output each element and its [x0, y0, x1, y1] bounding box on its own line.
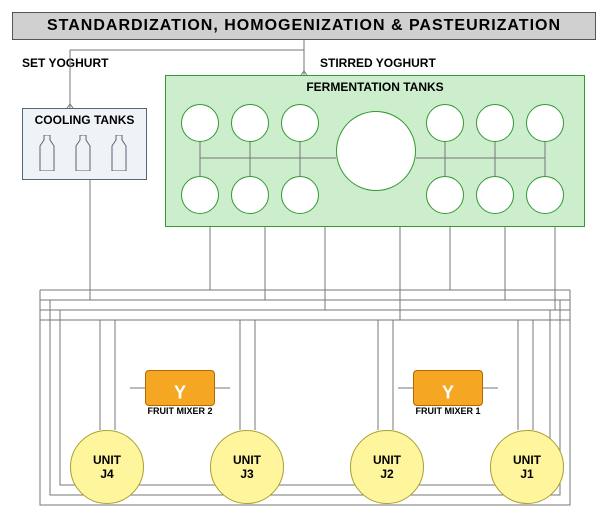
tank-circle: [426, 176, 464, 214]
mixer-icon: Y: [413, 370, 483, 406]
unit-j3: UNIT J3: [210, 430, 284, 504]
mixer-icon: Y: [145, 370, 215, 406]
bottle-icon: [37, 135, 57, 171]
tank-circle: [231, 176, 269, 214]
fruit-mixer-2: Y FRUIT MIXER 2: [145, 370, 215, 416]
unit-id: J3: [240, 467, 253, 481]
unit-id: J2: [380, 467, 393, 481]
tank-circle: [231, 104, 269, 142]
tank-circle: [476, 104, 514, 142]
mixer-label: FRUIT MIXER 2: [145, 406, 215, 416]
tank-circle: [526, 176, 564, 214]
impeller-icon: Y: [174, 383, 186, 404]
fruit-mixer-1: Y FRUIT MIXER 1: [413, 370, 483, 416]
cooling-tanks-box: COOLING TANKS: [22, 108, 147, 180]
tank-circle: [281, 104, 319, 142]
bottle-icon: [73, 135, 93, 171]
tank-circle: [181, 104, 219, 142]
unit-name: UNIT: [93, 453, 121, 467]
branch-label-set: SET YOGHURT: [22, 56, 108, 70]
header-bar: STANDARDIZATION, HOMOGENIZATION & PASTEU…: [12, 12, 596, 40]
unit-j2: UNIT J2: [350, 430, 424, 504]
unit-id: J1: [520, 467, 533, 481]
tank-circle-big: [336, 111, 416, 191]
tank-circle: [181, 176, 219, 214]
bottle-icon: [109, 135, 129, 171]
tank-circle: [281, 176, 319, 214]
ferment-title: FERMENTATION TANKS: [166, 76, 584, 98]
tank-circle: [426, 104, 464, 142]
cooling-title: COOLING TANKS: [23, 109, 146, 131]
tank-circle: [476, 176, 514, 214]
unit-name: UNIT: [513, 453, 541, 467]
impeller-icon: Y: [442, 383, 454, 404]
branch-label-stirred: STIRRED YOGHURT: [320, 56, 436, 70]
unit-id: J4: [100, 467, 113, 481]
unit-name: UNIT: [233, 453, 261, 467]
unit-j4: UNIT J4: [70, 430, 144, 504]
tank-circle: [526, 104, 564, 142]
unit-j1: UNIT J1: [490, 430, 564, 504]
fermentation-tanks-box: FERMENTATION TANKS: [165, 75, 585, 227]
unit-name: UNIT: [373, 453, 401, 467]
mixer-label: FRUIT MIXER 1: [413, 406, 483, 416]
